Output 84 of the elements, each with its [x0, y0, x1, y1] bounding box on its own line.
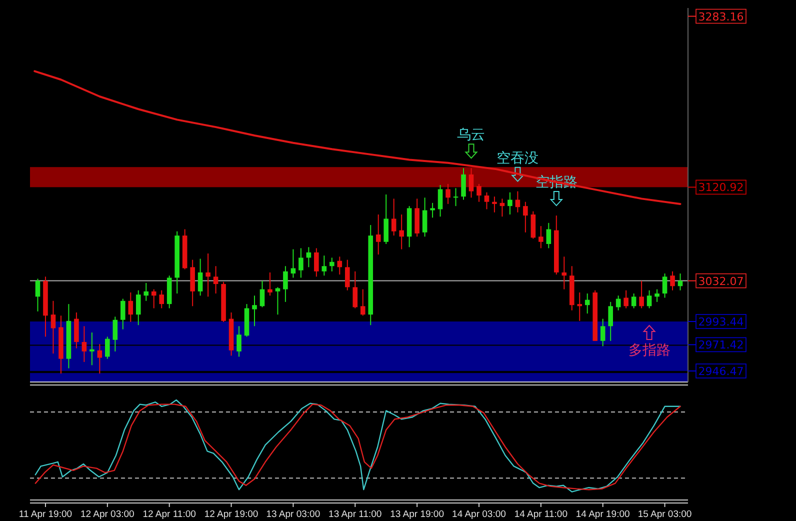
candlestick	[468, 168, 474, 198]
x-tick-label: 14 Apr 03:00	[452, 509, 506, 520]
candlestick	[159, 290, 164, 309]
candlestick	[430, 202, 435, 218]
candlestick	[662, 272, 668, 298]
candlestick	[624, 290, 628, 309]
candlestick	[352, 270, 358, 309]
candlestick	[546, 222, 552, 249]
candlestick	[530, 210, 536, 240]
x-tick-label: 13 Apr 11:00	[328, 509, 382, 520]
candlestick	[515, 190, 520, 213]
candlestick	[376, 214, 381, 256]
y-tick-label: 2971.42	[698, 338, 744, 352]
candlestick	[639, 280, 644, 309]
candlestick	[97, 344, 102, 374]
candlestick	[399, 214, 404, 250]
candlestick	[112, 316, 118, 352]
candlestick	[608, 301, 613, 342]
candlestick	[538, 226, 544, 249]
candlestick	[151, 288, 156, 309]
y-tick-label: 3032.07	[698, 274, 744, 288]
candlestick	[128, 292, 134, 322]
candlestick	[198, 258, 203, 296]
x-tick-label: 14 Apr 19:00	[576, 509, 630, 520]
candlestick	[206, 252, 210, 298]
candlestick	[484, 192, 490, 210]
candlestick	[82, 326, 87, 362]
candlestick	[476, 183, 482, 202]
candlestick	[330, 257, 334, 272]
candlestick	[74, 312, 79, 349]
candlestick	[298, 248, 304, 278]
candlestick	[260, 280, 265, 308]
x-tick-label: 12 Apr 11:00	[142, 509, 196, 520]
candlestick	[577, 292, 582, 322]
annotation: 乌云	[457, 127, 486, 144]
candlestick	[290, 248, 296, 278]
candlestick	[236, 326, 242, 358]
candlestick	[322, 255, 327, 276]
candlestick	[213, 266, 218, 294]
candlestick	[438, 184, 443, 218]
candlestick	[90, 332, 94, 366]
candlestick	[314, 248, 319, 278]
x-tick-label: 15 Apr 03:00	[638, 509, 692, 520]
candlestick	[446, 183, 450, 204]
x-tick-label: 11 Apr 19:00	[18, 509, 72, 520]
candlestick	[584, 293, 590, 314]
candlestick	[105, 336, 110, 360]
candlestick	[344, 259, 350, 291]
candlestick	[631, 293, 636, 309]
y-tick-label: 2946.47	[698, 364, 744, 378]
candlestick	[120, 298, 126, 330]
y-tick-label: 3283.16	[698, 10, 744, 24]
candlestick	[492, 196, 497, 213]
candlestick	[35, 278, 40, 312]
candlestick	[144, 282, 149, 302]
candlestick	[600, 318, 606, 347]
candlestick	[508, 192, 512, 215]
candlestick	[562, 256, 567, 290]
candlestick	[136, 290, 141, 326]
x-tick-label: 13 Apr 03:00	[266, 509, 320, 520]
x-tick-label: 12 Apr 19:00	[204, 509, 258, 520]
candlestick	[523, 201, 528, 233]
candlestick	[646, 290, 652, 309]
x-tick-label: 12 Apr 03:00	[80, 509, 134, 520]
candlestick	[252, 295, 257, 327]
candlestick	[268, 272, 272, 296]
candlestick	[654, 288, 660, 302]
x-tick-label: 14 Apr 11:00	[514, 509, 568, 520]
candlestick	[461, 168, 466, 200]
y-tick-label: 3120.92	[698, 181, 744, 194]
candlestick	[360, 288, 366, 316]
candlestick	[391, 198, 396, 236]
candlestick	[384, 194, 388, 244]
candlestick	[283, 266, 288, 302]
candlestick	[422, 197, 428, 238]
candlestick	[670, 270, 675, 291]
candlestick	[337, 256, 342, 276]
annotation: 多指路	[628, 342, 670, 358]
y-tick-label: 2993.44	[698, 315, 744, 328]
candlestick	[50, 300, 56, 354]
candlestick	[275, 286, 280, 316]
annotation: 空吞没	[496, 150, 539, 166]
x-tick-label: 13 Apr 19:00	[390, 509, 444, 520]
candlestick	[453, 188, 458, 207]
